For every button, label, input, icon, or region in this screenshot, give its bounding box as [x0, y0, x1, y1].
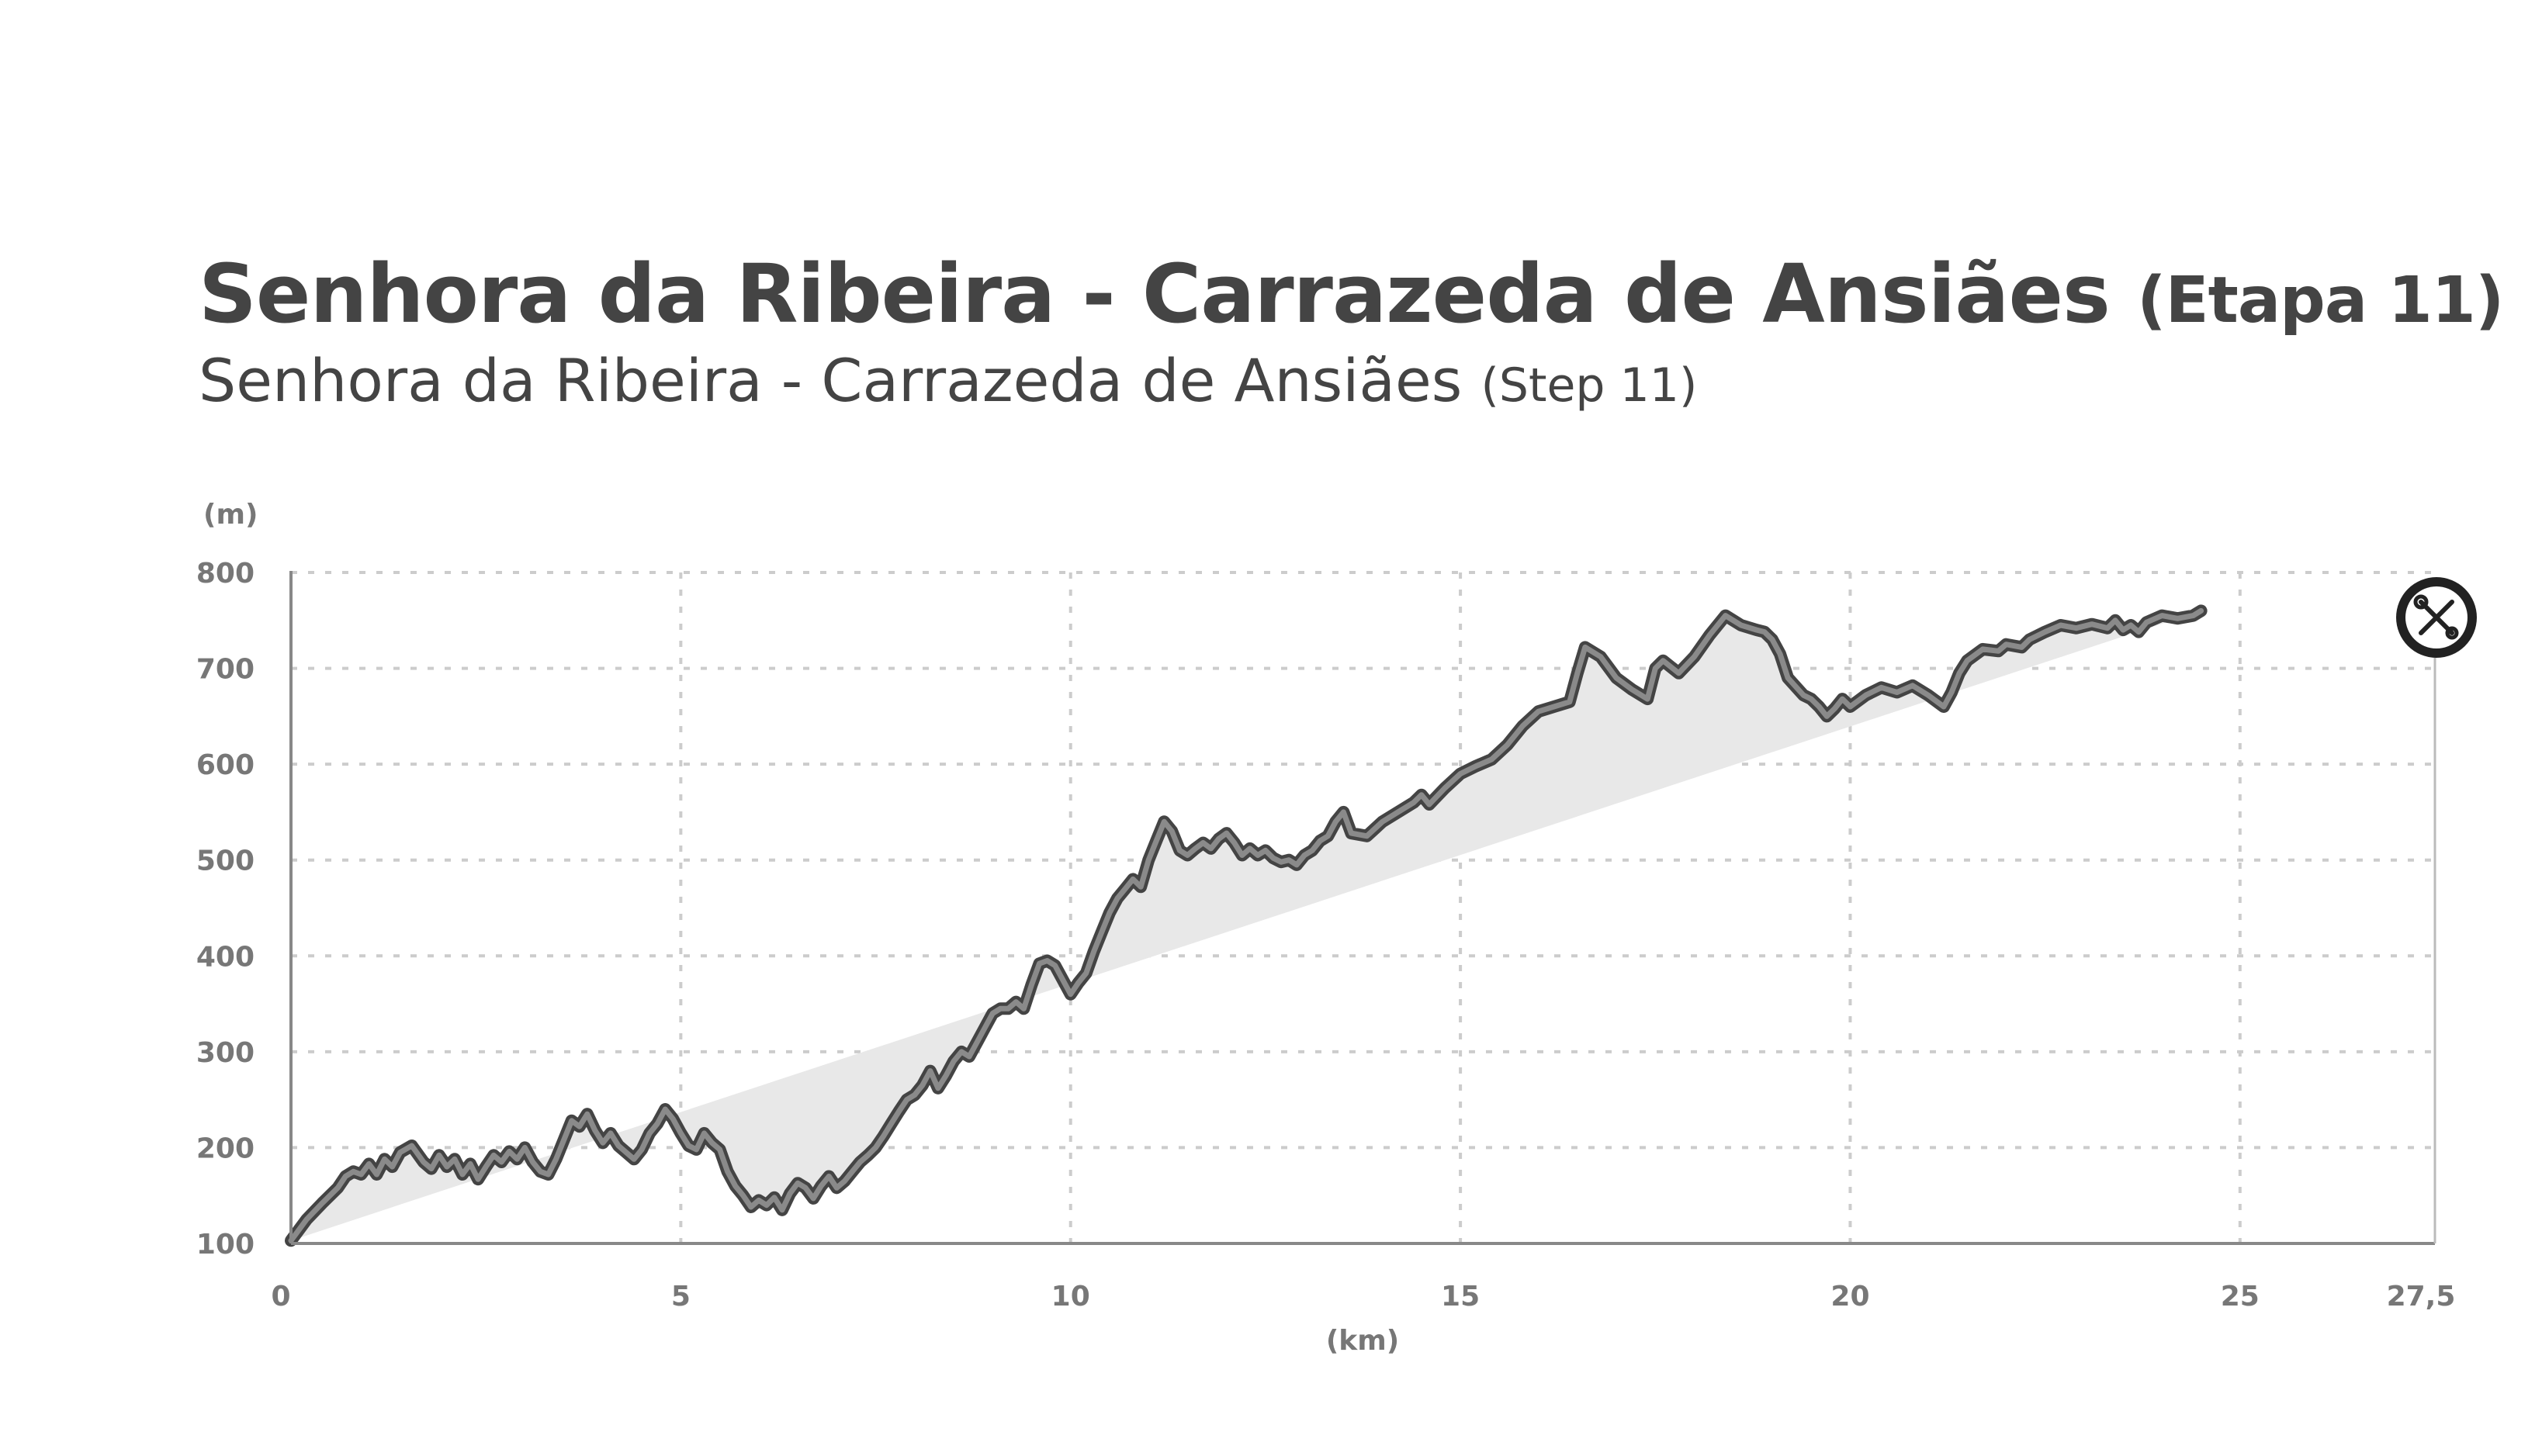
chart-title: Senhora da Ribeira - Carrazeda de Ansiãe… [199, 247, 2504, 341]
y-tick-label: 400 [196, 941, 255, 973]
chart-subtitle-suffix: (Step 11) [1481, 358, 1698, 413]
y-tick-label: 600 [196, 749, 255, 781]
wrench-head-shape [2413, 594, 2429, 610]
elevation-line [288, 607, 2204, 1243]
chart-title-main: Senhora da Ribeira - Carrazeda de Ansiãe… [199, 247, 2111, 341]
chart-title-suffix: (Etapa 11) [2137, 264, 2504, 337]
y-tick-label: 200 [196, 1133, 255, 1164]
elevation-area [291, 610, 2201, 1241]
y-tick-label: 300 [196, 1037, 255, 1069]
y-axis-label: (m) [203, 499, 258, 531]
y-tick-label: 100 [196, 1229, 255, 1261]
y-tick-label: 800 [196, 558, 255, 590]
screwdriver-shape [2419, 600, 2454, 635]
chart-subtitle-main: Senhora da Ribeira - Carrazeda de Ansiãe… [199, 346, 1463, 415]
x-tick-label: 27,5 [2387, 1281, 2456, 1312]
x-tick-label: 20 [1830, 1281, 1869, 1312]
tick-labels: 100 200 300 400 500 600 700 800 0 5 10 15 20 25 27,5 [196, 558, 2456, 1312]
x-tick-label: 0 [271, 1281, 290, 1312]
y-tick-label: 500 [196, 846, 255, 877]
y-tick-label: 700 [196, 654, 255, 686]
x-tick-label: 10 [1051, 1281, 1090, 1312]
x-axis-label: (km) [1326, 1325, 1399, 1357]
tools-icon [2413, 594, 2459, 640]
x-tick-label: 25 [2221, 1281, 2260, 1312]
axes [289, 571, 2436, 1245]
chart-subtitle: Senhora da Ribeira - Carrazeda de Ansiãe… [199, 346, 1697, 415]
wrench-tail-shape [2445, 626, 2459, 640]
x-tick-label: 5 [671, 1281, 691, 1312]
finish-marker [2396, 577, 2477, 658]
x-tick-label: 15 [1441, 1281, 1480, 1312]
